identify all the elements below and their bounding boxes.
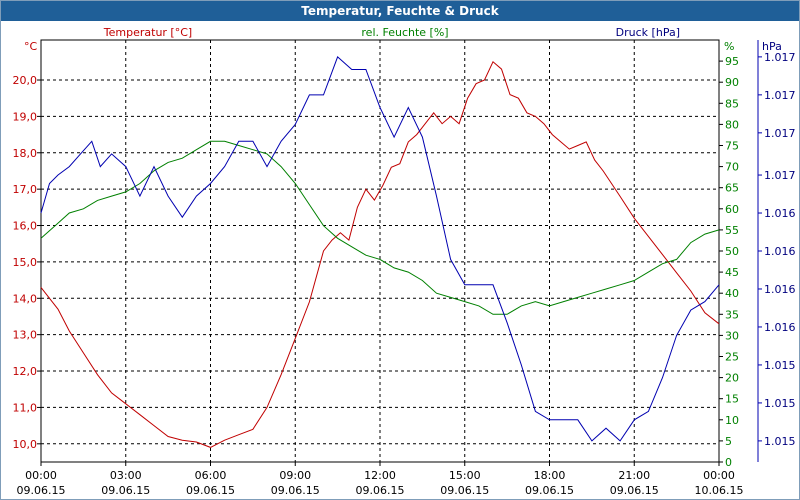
temperature-tick-label: 10,0: [13, 438, 38, 451]
x-tick-date: 09.06.15: [17, 484, 66, 497]
axes-layer: [37, 40, 762, 466]
series-layer: [40, 56, 720, 448]
temperature-tick-label: 16,0: [13, 220, 38, 233]
humidity-tick-label: 95: [725, 55, 739, 68]
humidity-tick-label: 65: [725, 182, 739, 195]
x-tick-time: 12:00: [364, 469, 396, 482]
humidity-tick-label: 55: [725, 224, 739, 237]
pressure-tick-label: 1.015: [764, 397, 796, 410]
humidity-unit-label: %: [724, 40, 734, 53]
temperature-tick-label: 19,0: [13, 110, 38, 123]
humidity-tick-label: 75: [725, 140, 739, 153]
humidity-tick-label: 50: [725, 245, 739, 258]
humidity-series-line: [40, 140, 720, 315]
humidity-axis-label: rel. Feuchte [%]: [361, 26, 448, 39]
pressure-tick-label: 1.016: [764, 245, 796, 258]
temperature-tick-label: 20,0: [13, 74, 38, 87]
humidity-tick-label: 30: [725, 329, 739, 342]
humidity-tick-label: 15: [725, 393, 739, 406]
humidity-tick-label: 5: [725, 435, 732, 448]
humidity-tick-label: 25: [725, 351, 739, 364]
temperature-series-line: [40, 60, 720, 448]
x-tick-time: 00:00: [25, 469, 57, 482]
temperature-tick-label: 12,0: [13, 365, 38, 378]
x-tick-time: 06:00: [195, 469, 227, 482]
humidity-tick-label: 45: [725, 266, 739, 279]
x-tick-time: 00:00: [703, 469, 735, 482]
humidity-tick-label: 90: [725, 76, 739, 89]
humidity-tick-label: 70: [725, 161, 739, 174]
humidity-tick-label: 0: [725, 456, 732, 469]
x-tick-date: 09.06.15: [356, 484, 405, 497]
temperature-tick-label: 11,0: [13, 401, 38, 414]
grid-layer: [40, 39, 720, 463]
x-tick-time: 15:00: [449, 469, 481, 482]
humidity-tick-label: 35: [725, 308, 739, 321]
x-tick-date: 09.06.15: [101, 484, 150, 497]
pressure-unit-label: hPa: [762, 40, 782, 53]
x-tick-date: 09.06.15: [186, 484, 235, 497]
humidity-tick-label: 60: [725, 203, 739, 216]
humidity-tick-label: 80: [725, 118, 739, 131]
temperature-tick-label: 18,0: [13, 147, 38, 160]
pressure-tick-label: 1.017: [764, 51, 796, 64]
x-tick-time: 03:00: [110, 469, 142, 482]
chart-title: Temperatur, Feuchte & Druck: [1, 1, 799, 21]
temperature-tick-label: 17,0: [13, 183, 38, 196]
x-tick-date: 10.06.15: [695, 484, 744, 497]
humidity-tick-label: 20: [725, 372, 739, 385]
pressure-tick-label: 1.016: [764, 321, 796, 334]
label-layer: °C Temperatur [°C] rel. Feuchte [%] Druc…: [13, 26, 796, 497]
temperature-tick-label: 14,0: [13, 292, 38, 305]
pressure-tick-label: 1.016: [764, 283, 796, 296]
x-tick-time: 21:00: [618, 469, 650, 482]
temperature-unit-label: °C: [24, 40, 38, 53]
temperature-axis-label: Temperatur [°C]: [103, 26, 192, 39]
pressure-axis-label: Druck [hPa]: [616, 26, 680, 39]
pressure-tick-label: 1.017: [764, 127, 796, 140]
x-tick-date: 09.06.15: [610, 484, 659, 497]
humidity-tick-label: 40: [725, 287, 739, 300]
pressure-tick-label: 1.017: [764, 169, 796, 182]
humidity-tick-label: 10: [725, 414, 739, 427]
pressure-tick-label: 1.015: [764, 359, 796, 372]
x-tick-date: 09.06.15: [525, 484, 574, 497]
pressure-tick-label: 1.016: [764, 207, 796, 220]
x-tick-time: 09:00: [279, 469, 311, 482]
x-tick-date: 09.06.15: [440, 484, 489, 497]
temperature-tick-label: 15,0: [13, 256, 38, 269]
pressure-tick-label: 1.015: [764, 435, 796, 448]
pressure-tick-label: 1.017: [764, 89, 796, 102]
pressure-series-line: [40, 56, 720, 442]
x-tick-time: 18:00: [534, 469, 566, 482]
humidity-tick-label: 85: [725, 97, 739, 110]
temperature-tick-label: 13,0: [13, 329, 38, 342]
x-tick-date: 09.06.15: [271, 484, 320, 497]
